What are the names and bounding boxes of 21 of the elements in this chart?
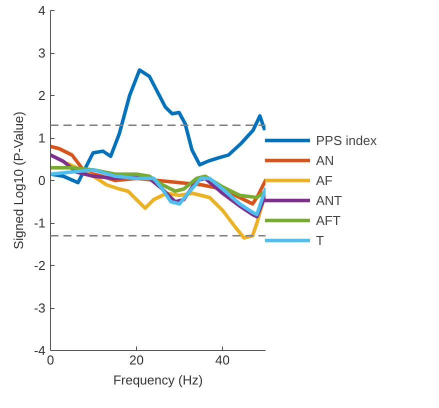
y-tick-label: 0 — [38, 173, 46, 188]
y-tick-label: -3 — [34, 300, 46, 316]
legend-label: AFT — [316, 212, 341, 228]
legend-label: AN — [316, 152, 336, 168]
legend-label: AF — [316, 172, 334, 188]
legend-label: T — [316, 232, 325, 248]
y-tick-label: 1 — [38, 130, 46, 146]
y-tick-label: 3 — [38, 46, 46, 60]
legend-label: ANT — [316, 192, 342, 208]
y-tick-label: 4 — [38, 3, 46, 18]
x-tick-label: 20 — [129, 352, 144, 368]
line-series — [50, 168, 266, 216]
legend-label: PPS index — [316, 132, 377, 148]
y-axis-title: Signed Log10 (P-Value) — [10, 112, 26, 250]
x-axis-title: Frequency (Hz) — [113, 372, 203, 388]
y-tick-label: 2 — [38, 88, 46, 103]
y-tick-label: -2 — [34, 258, 46, 273]
line-series — [50, 68, 266, 184]
y-tick-label: -1 — [34, 216, 46, 230]
x-tick-label: 40 — [215, 352, 230, 368]
y-tick-label: -4 — [34, 343, 46, 358]
